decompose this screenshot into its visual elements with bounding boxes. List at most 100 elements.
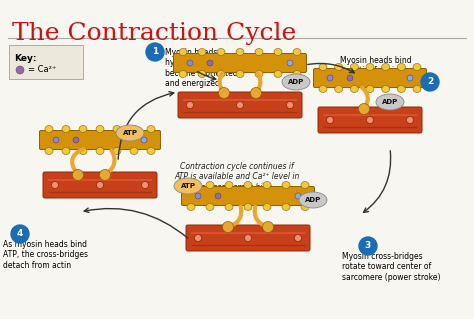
FancyArrowPatch shape bbox=[84, 208, 188, 238]
Text: 2: 2 bbox=[427, 78, 433, 86]
Text: 4: 4 bbox=[17, 229, 23, 239]
Ellipse shape bbox=[79, 147, 87, 154]
Ellipse shape bbox=[113, 125, 121, 132]
Ellipse shape bbox=[366, 85, 374, 93]
Ellipse shape bbox=[366, 116, 374, 123]
Ellipse shape bbox=[236, 48, 244, 56]
Ellipse shape bbox=[274, 70, 282, 78]
Ellipse shape bbox=[225, 182, 233, 189]
Ellipse shape bbox=[113, 147, 121, 154]
Ellipse shape bbox=[347, 75, 353, 81]
FancyBboxPatch shape bbox=[313, 69, 427, 87]
Circle shape bbox=[11, 225, 29, 243]
Text: 3: 3 bbox=[365, 241, 371, 250]
Text: Myosin heads
hydrolyze ATP and
become reoriented
and energized: Myosin heads hydrolyze ATP and become re… bbox=[165, 48, 237, 88]
FancyArrowPatch shape bbox=[219, 73, 222, 91]
Ellipse shape bbox=[130, 147, 138, 154]
Ellipse shape bbox=[79, 125, 87, 132]
Text: ADP: ADP bbox=[305, 197, 321, 203]
Ellipse shape bbox=[174, 178, 202, 194]
Ellipse shape bbox=[376, 94, 404, 110]
Ellipse shape bbox=[350, 85, 358, 93]
Ellipse shape bbox=[301, 204, 309, 211]
Ellipse shape bbox=[397, 85, 405, 93]
Circle shape bbox=[359, 237, 377, 255]
FancyBboxPatch shape bbox=[43, 172, 157, 198]
Ellipse shape bbox=[413, 85, 421, 93]
Text: ATP: ATP bbox=[122, 130, 137, 136]
Ellipse shape bbox=[207, 60, 213, 66]
Ellipse shape bbox=[187, 60, 193, 66]
Ellipse shape bbox=[217, 48, 225, 56]
Ellipse shape bbox=[335, 85, 343, 93]
Ellipse shape bbox=[301, 182, 309, 189]
Ellipse shape bbox=[194, 234, 201, 241]
Ellipse shape bbox=[350, 63, 358, 70]
Ellipse shape bbox=[327, 116, 334, 123]
Ellipse shape bbox=[263, 221, 273, 233]
Ellipse shape bbox=[397, 63, 405, 70]
Ellipse shape bbox=[382, 85, 390, 93]
Ellipse shape bbox=[282, 182, 290, 189]
Text: Myosin cross-bridges
rotate toward center of
sarcomere (power stroke): Myosin cross-bridges rotate toward cente… bbox=[342, 252, 440, 282]
Ellipse shape bbox=[206, 182, 214, 189]
Ellipse shape bbox=[116, 125, 144, 141]
Ellipse shape bbox=[222, 221, 234, 233]
Ellipse shape bbox=[282, 204, 290, 211]
FancyBboxPatch shape bbox=[39, 130, 161, 150]
Ellipse shape bbox=[187, 204, 195, 211]
Ellipse shape bbox=[236, 70, 244, 78]
Ellipse shape bbox=[73, 137, 79, 143]
Ellipse shape bbox=[287, 60, 293, 66]
Ellipse shape bbox=[142, 182, 148, 189]
Ellipse shape bbox=[147, 125, 155, 132]
Ellipse shape bbox=[245, 234, 252, 241]
Ellipse shape bbox=[327, 75, 333, 81]
Ellipse shape bbox=[366, 63, 374, 70]
Text: Key:: Key: bbox=[14, 54, 36, 63]
FancyBboxPatch shape bbox=[318, 107, 422, 133]
Ellipse shape bbox=[293, 48, 301, 56]
Circle shape bbox=[146, 43, 164, 61]
Ellipse shape bbox=[53, 137, 59, 143]
Ellipse shape bbox=[179, 48, 187, 56]
Ellipse shape bbox=[286, 101, 293, 108]
FancyBboxPatch shape bbox=[178, 92, 302, 118]
Text: Contraction cycle continues if
ATP is available and Ca²⁺ level in
sarcoplasm is : Contraction cycle continues if ATP is av… bbox=[174, 162, 300, 192]
Ellipse shape bbox=[407, 116, 413, 123]
Ellipse shape bbox=[141, 137, 147, 143]
Ellipse shape bbox=[358, 103, 370, 115]
Ellipse shape bbox=[237, 101, 244, 108]
Ellipse shape bbox=[299, 192, 327, 208]
Ellipse shape bbox=[382, 63, 390, 70]
Ellipse shape bbox=[186, 101, 193, 108]
Ellipse shape bbox=[215, 193, 221, 199]
Text: As myosin heads bind
ATP, the cross-bridges
detach from actin: As myosin heads bind ATP, the cross-brid… bbox=[3, 240, 88, 270]
Text: ADP: ADP bbox=[288, 79, 304, 85]
Text: ADP: ADP bbox=[382, 99, 398, 105]
FancyBboxPatch shape bbox=[186, 225, 310, 251]
Ellipse shape bbox=[219, 87, 229, 99]
Ellipse shape bbox=[294, 234, 301, 241]
Ellipse shape bbox=[62, 125, 70, 132]
FancyArrowPatch shape bbox=[197, 71, 216, 80]
Ellipse shape bbox=[73, 169, 83, 181]
Ellipse shape bbox=[250, 87, 262, 99]
Ellipse shape bbox=[244, 204, 252, 211]
Ellipse shape bbox=[255, 48, 263, 56]
Ellipse shape bbox=[100, 169, 110, 181]
Text: Myosin heads bind
to actin, forming
cross-bridges: Myosin heads bind to actin, forming cros… bbox=[340, 56, 411, 86]
FancyBboxPatch shape bbox=[173, 54, 307, 72]
Ellipse shape bbox=[96, 147, 104, 154]
Ellipse shape bbox=[274, 48, 282, 56]
Ellipse shape bbox=[187, 182, 195, 189]
FancyArrowPatch shape bbox=[231, 207, 241, 226]
Ellipse shape bbox=[295, 193, 301, 199]
Ellipse shape bbox=[225, 204, 233, 211]
Ellipse shape bbox=[16, 66, 24, 74]
FancyArrowPatch shape bbox=[72, 149, 83, 173]
Ellipse shape bbox=[335, 63, 343, 70]
FancyArrowPatch shape bbox=[107, 150, 115, 173]
Ellipse shape bbox=[255, 70, 263, 78]
FancyArrowPatch shape bbox=[118, 92, 174, 159]
